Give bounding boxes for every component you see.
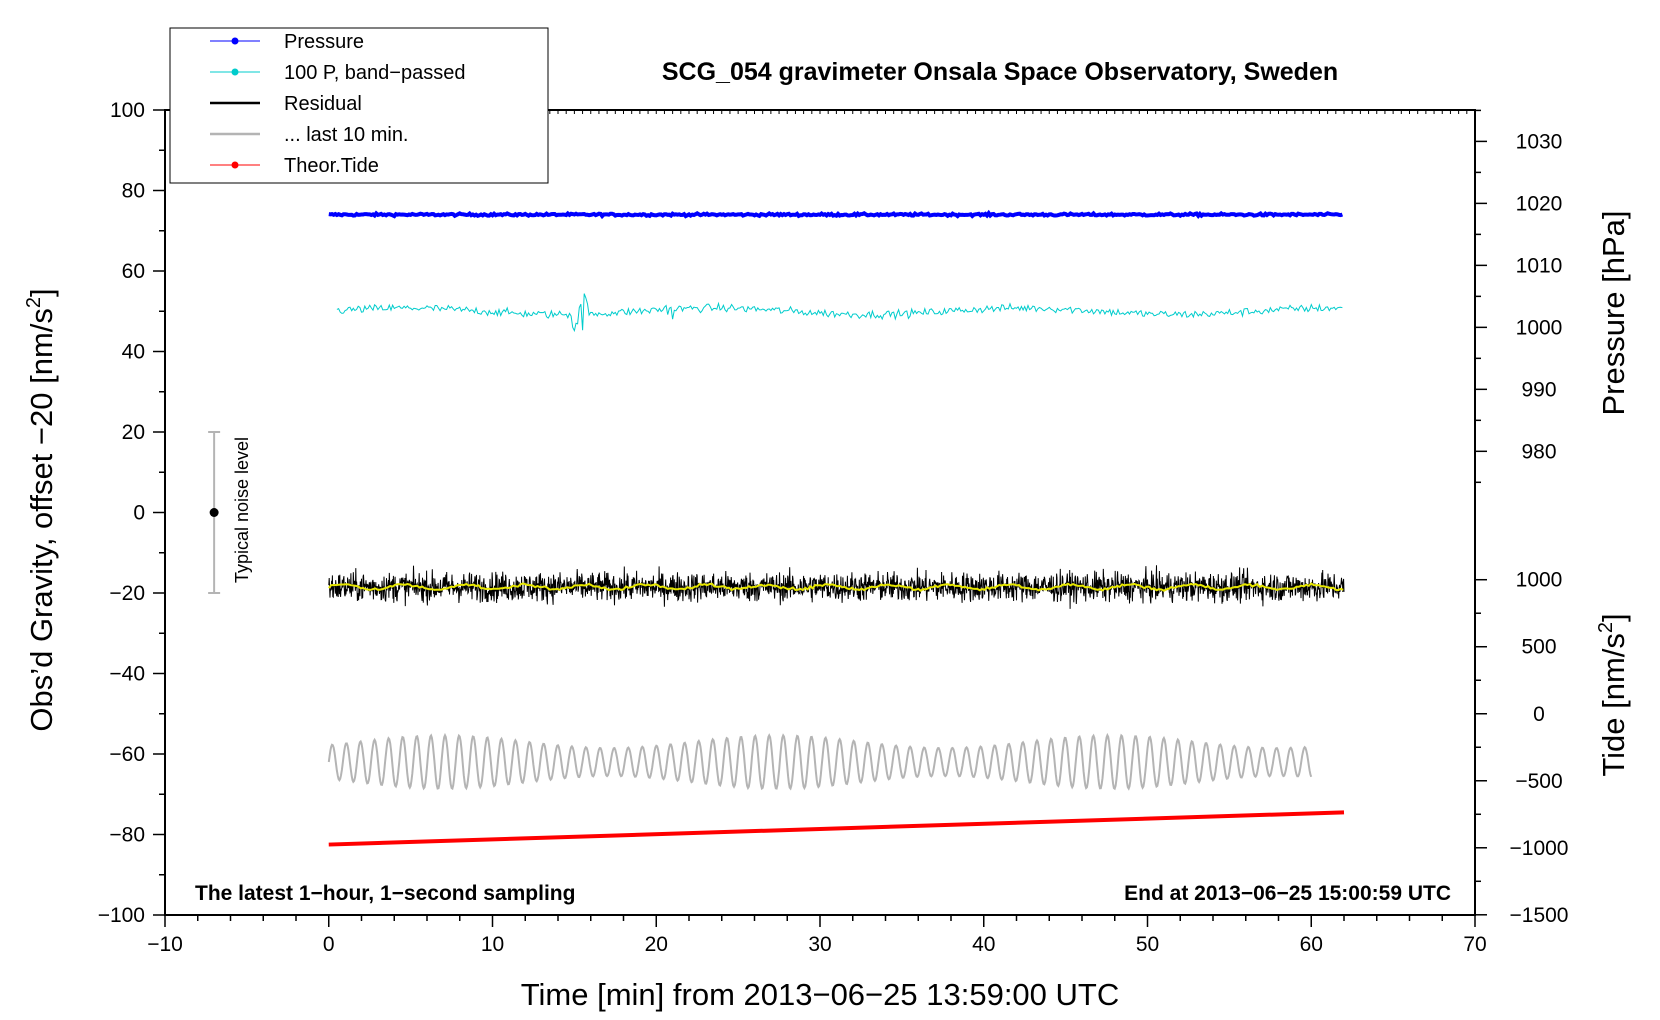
x-tick-label: 40 — [972, 933, 995, 956]
x-tick-label: 60 — [1300, 933, 1323, 956]
y-tick-label: −60 — [109, 743, 145, 766]
x-tick-label: 0 — [323, 933, 335, 956]
x-tick-label: 70 — [1463, 933, 1486, 956]
x-tick-label: 10 — [481, 933, 504, 956]
tide-tick-label: 1000 — [1516, 569, 1563, 592]
tide-axis-title-end: ] — [1596, 613, 1631, 622]
y-axis-title: Obs’d Gravity, offset −20 [nm/s2] — [23, 288, 59, 731]
y-tick-label: 60 — [122, 260, 145, 283]
x-tick-label: −10 — [147, 933, 183, 956]
tide-tick-label: −1000 — [1510, 837, 1569, 860]
y-axis-title-sup: 2 — [23, 297, 45, 308]
legend-label: Residual — [284, 93, 362, 115]
x-tick-labels: −10 0 10 20 30 40 50 60 70 — [147, 933, 1486, 956]
x-tick-label: 20 — [645, 933, 668, 956]
x-axis-title: Time [min] from 2013−06−25 13:59:00 UTC — [521, 977, 1120, 1012]
pressure-line — [328, 209, 1344, 220]
tide-axis-title: Tide [nm/s2] — [1595, 613, 1631, 776]
tide-tick-label: −500 — [1515, 770, 1562, 793]
chart-title: SCG_054 gravimeter Onsala Space Observat… — [662, 58, 1338, 86]
legend-label: Theor.Tide — [284, 155, 379, 177]
y-tick-label: 20 — [122, 421, 145, 444]
pressure-axis-ticks: 980 990 1000 1010 1020 1030 — [1475, 109, 1563, 484]
legend-label: ... last 10 min. — [284, 124, 409, 146]
y-tick-label: 40 — [122, 341, 145, 364]
y-tick-label: 100 — [110, 99, 145, 122]
legend: Pressure 100 P, band−passed Residual ... la… — [169, 27, 549, 184]
y-tick-label: −100 — [98, 904, 145, 927]
pressure-tick-label: 980 — [1521, 440, 1556, 463]
last-ten-min-line — [327, 732, 1313, 791]
x-tick-label: 30 — [808, 933, 831, 956]
pressure-axis-title: Pressure [hPa] — [1596, 210, 1631, 415]
x-tick-label: 50 — [1136, 933, 1159, 956]
legend-label: 100 P, band−passed — [284, 62, 465, 84]
y-tick-label: −80 — [109, 824, 145, 847]
noise-bar — [208, 431, 221, 594]
legend-label: Pressure — [284, 31, 364, 53]
y-axis-title-end: ] — [24, 288, 59, 297]
pressure-tick-label: 1010 — [1516, 254, 1563, 277]
annotation-sampling: The latest 1−hour, 1−second sampling — [195, 882, 575, 905]
tide-axis-ticks: −1500 −1000 −500 0 500 1000 — [1475, 569, 1568, 927]
residual-line — [328, 565, 1345, 609]
y-tick-label: 0 — [133, 502, 145, 525]
tide-axis-title-sup: 2 — [1595, 622, 1617, 633]
legend-marker — [231, 37, 239, 45]
tide-axis-title-main: Tide [nm/s — [1596, 633, 1631, 777]
residual-smoothed-line — [328, 582, 1344, 592]
tide-tick-label: −1500 — [1510, 904, 1569, 927]
tide-tick-label: 0 — [1533, 703, 1545, 726]
y-tick-label: −40 — [109, 663, 145, 686]
axis-ticks — [153, 109, 1476, 927]
y-tick-label: 80 — [122, 180, 145, 203]
annotation-end-time: End at 2013−06−25 15:00:59 UTC — [1124, 882, 1451, 905]
bandpassed-pressure-line — [336, 293, 1343, 333]
noise-bar-label: Typical noise level — [232, 437, 252, 583]
y-tick-labels: −100 −80 −60 −40 −20 0 20 40 60 80 100 — [98, 99, 145, 927]
legend-marker — [231, 161, 239, 169]
tide-tick-label: 500 — [1521, 636, 1556, 659]
series-layer — [327, 209, 1345, 847]
legend-marker — [231, 68, 239, 76]
pressure-tick-label: 1030 — [1516, 130, 1563, 153]
pressure-tick-label: 1000 — [1516, 316, 1563, 339]
pressure-tick-label: 990 — [1521, 378, 1556, 401]
y-tick-label: −20 — [109, 582, 145, 605]
pressure-tick-label: 1020 — [1516, 192, 1563, 215]
noise-bar-point — [209, 508, 219, 517]
plot-frame — [164, 109, 1476, 916]
legend-box — [169, 27, 549, 184]
theoretical-tide-line — [328, 810, 1345, 847]
y-axis-title-main: Obs’d Gravity, offset −20 [nm/s — [24, 308, 59, 732]
